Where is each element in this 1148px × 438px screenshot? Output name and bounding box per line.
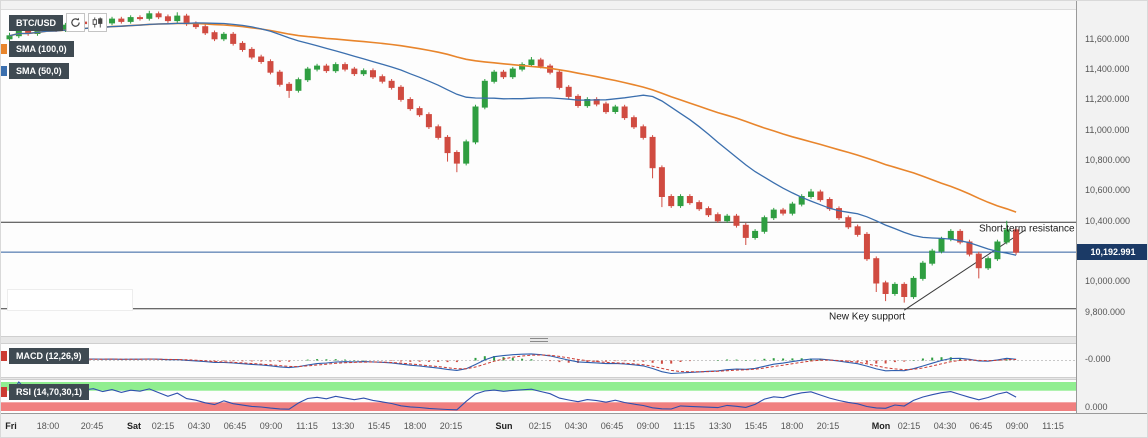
time-tick: 11:15 (673, 421, 695, 431)
sma-50-label-row: SMA (50,0) (1, 63, 69, 79)
time-tick: 06:45 (600, 421, 624, 431)
macd-panel[interactable] (1, 344, 1076, 377)
price-tick: 11,600.000 (1085, 34, 1130, 44)
time-tick: 02:15 (528, 421, 552, 431)
current-price-badge: 10,192.991 (1077, 244, 1147, 260)
support-label: New Key support (829, 312, 905, 323)
price-tick: 10,000.000 (1085, 276, 1131, 286)
time-tick-day: Mon (871, 421, 891, 431)
sma-100-color-swatch (1, 44, 7, 54)
time-tick: 09:00 (259, 421, 283, 431)
time-tick-day: Sun (495, 421, 513, 431)
chart-type-button[interactable] (88, 13, 107, 32)
sma-100-label: SMA (100,0) (9, 41, 74, 57)
refresh-icon (71, 17, 80, 27)
time-tick: 04:30 (933, 421, 957, 431)
macd-label-row: MACD (12,26,9) (1, 348, 89, 364)
time-tick: 06:45 (223, 421, 247, 431)
sma-50-line (9, 22, 1017, 256)
time-tick: 02:15 (151, 421, 175, 431)
time-tick: 20:45 (80, 421, 104, 431)
rsi-color-swatch (1, 387, 7, 397)
time-tick: 04:30 (187, 421, 211, 431)
time-tick: 13:30 (331, 421, 355, 431)
time-tick: 11:15 (296, 421, 318, 431)
sma-50-label: SMA (50,0) (9, 63, 69, 79)
rsi-label-row: RSI (14,70,30,1) (1, 384, 90, 400)
rsi-overbought-band (1, 382, 1076, 391)
resistance-label: Short-term resistance (979, 223, 1075, 234)
price-axis[interactable]: 10,192.991 -0.000 0.000 11,600.000 11,400… (1076, 1, 1147, 413)
rsi-chart (1, 381, 1076, 411)
refresh-button[interactable] (66, 13, 85, 32)
rsi-oversold-band (1, 402, 1076, 411)
ascending-trendline (903, 229, 1026, 311)
candles (6, 10, 1020, 303)
time-axis[interactable]: Fri 18:00 20:45 Sat 02:15 04:30 06:45 09:00 11:1… (1, 413, 1147, 437)
price-tick: 9,800.000 (1085, 307, 1126, 317)
time-tick-day: Sat (126, 421, 142, 431)
panel-splitter[interactable] (1, 336, 1076, 344)
time-tick: 20:15 (816, 421, 840, 431)
time-tick: 18:00 (780, 421, 804, 431)
macd-chart (1, 353, 1076, 375)
time-tick: 09:00 (636, 421, 660, 431)
rsi-axis-label: 0.000 (1085, 402, 1108, 412)
time-tick: 09:00 (1005, 421, 1029, 431)
rsi-label: RSI (14,70,30,1) (9, 384, 90, 400)
time-tick: 11:15 (1042, 421, 1064, 431)
time-tick: 18:00 (403, 421, 427, 431)
price-tick: 11,200.000 (1085, 94, 1130, 104)
sma-50-color-swatch (1, 66, 7, 76)
splitter-grip-icon (529, 338, 548, 342)
time-tick: 15:45 (367, 421, 391, 431)
sma-100-label-row: SMA (100,0) (1, 41, 74, 57)
time-tick: 15:45 (744, 421, 768, 431)
macd-axis-label: -0.000 (1085, 354, 1111, 364)
time-tick: 02:15 (897, 421, 921, 431)
price-tick: 10,800.000 (1085, 155, 1131, 165)
top-strip (1, 1, 1147, 10)
price-chart-canvas[interactable]: Short-term resistance New Key support (1, 10, 1076, 336)
time-tick: 18:00 (36, 421, 60, 431)
time-tick: 06:45 (969, 421, 993, 431)
time-tick: 13:30 (708, 421, 732, 431)
time-tick: 20:15 (439, 421, 463, 431)
time-tick: 04:30 (564, 421, 588, 431)
blank-label-box (7, 289, 133, 311)
candlestick-chart-icon (92, 17, 103, 28)
macd-label: MACD (12,26,9) (9, 348, 89, 364)
price-tick: 11,000.000 (1085, 125, 1130, 135)
sma-100-line (9, 22, 1017, 213)
price-tick: 10,400.000 (1085, 216, 1131, 226)
price-tick: 11,400.000 (1085, 64, 1130, 74)
price-tick: 10,600.000 (1085, 185, 1131, 195)
rsi-line (9, 381, 1017, 411)
candlestick-chart: Short-term resistance New Key support (1, 10, 1076, 323)
rsi-panel[interactable] (1, 380, 1076, 413)
panel-divider[interactable] (1, 377, 1076, 380)
chart-toolbar: BTC/USD (9, 13, 107, 32)
time-tick-day: Fri (5, 421, 17, 431)
macd-signal-line (9, 354, 1017, 373)
symbol-badge[interactable]: BTC/USD (9, 14, 63, 31)
macd-color-swatch (1, 351, 7, 361)
